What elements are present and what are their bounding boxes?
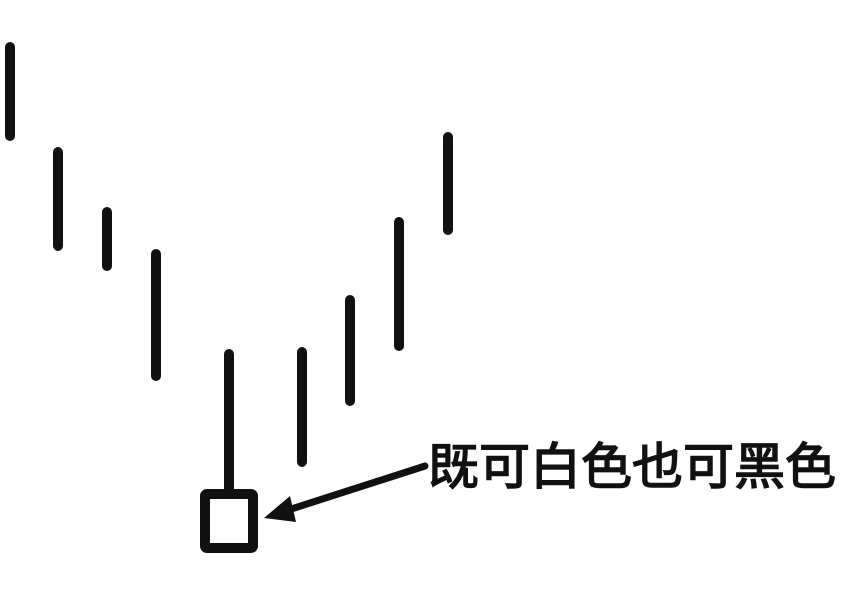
annotation-label: 既可白色也可黑色 bbox=[428, 438, 836, 496]
arrow-left-icon bbox=[264, 462, 429, 522]
hollow-square-candle-icon bbox=[200, 489, 258, 553]
arrow-head bbox=[264, 496, 296, 522]
hammer-candle bbox=[200, 349, 258, 553]
price-bars bbox=[5, 42, 453, 467]
arrow-shaft bbox=[278, 462, 429, 516]
